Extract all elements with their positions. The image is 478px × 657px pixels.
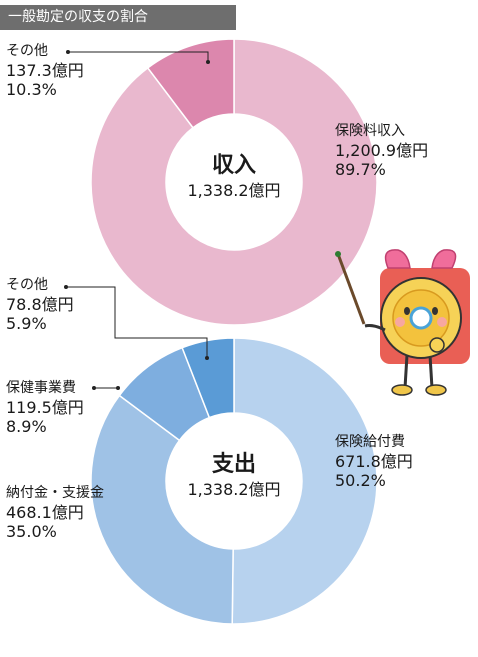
leader-line (66, 286, 208, 358)
slice-pct: 89.7% (335, 160, 386, 179)
pie-slice (146, 38, 235, 129)
leader-dot (116, 386, 120, 390)
slice-label: 納付金・支援金 (6, 485, 104, 501)
slice-label: 保険料収入 (335, 123, 405, 139)
pie-slice (231, 337, 378, 625)
expense-label-other: その他 78.8億円 5.9% (6, 276, 74, 333)
slice-amount: 137.3億円 (6, 61, 84, 80)
pie-slice (181, 337, 235, 419)
leader-dot (92, 386, 96, 390)
slice-amount: 78.8億円 (6, 295, 74, 314)
slice-label: その他 (6, 277, 48, 293)
income-center-title: 収入 (211, 153, 256, 178)
slice-pct: 8.9% (6, 417, 47, 436)
slice-pct: 50.2% (335, 471, 386, 490)
slice-pct: 5.9% (6, 314, 47, 333)
expense-label-health: 保健事業費 119.5億円 8.9% (6, 379, 84, 436)
leader-lines (64, 50, 210, 390)
chart-header: 一般勘定の収支の割合 (0, 5, 236, 30)
pie-slice (90, 38, 378, 326)
income-pie (90, 38, 378, 326)
income-center-label: 収入 1,338.2億円 (164, 152, 304, 202)
pie-slice (90, 394, 234, 625)
slice-label: その他 (6, 43, 48, 59)
expense-label-contributions: 納付金・支援金 468.1億円 35.0% (6, 484, 104, 541)
slice-amount: 671.8億円 (335, 452, 413, 471)
expense-pie (90, 337, 378, 625)
leader-dot (206, 60, 210, 64)
slice-pct: 10.3% (6, 80, 57, 99)
expense-center-label: 支出 1,338.2億円 (164, 451, 304, 501)
income-label-premiums: 保険料収入 1,200.9億円 89.7% (335, 122, 428, 179)
slice-label: 保健事業費 (6, 380, 76, 396)
leader-line (68, 51, 209, 62)
leader-dot (205, 356, 209, 360)
expense-label-benefits: 保険給付費 671.8億円 50.2% (335, 433, 413, 490)
leader-dot (66, 50, 70, 54)
leader-dot (64, 285, 68, 289)
slice-pct: 35.0% (6, 522, 57, 541)
mascot-illustration (335, 249, 470, 396)
income-label-other: その他 137.3億円 10.3% (6, 42, 84, 99)
expense-center-total: 1,338.2億円 (187, 480, 281, 499)
slice-label: 保険給付費 (335, 434, 405, 450)
slice-amount: 1,200.9億円 (335, 141, 429, 160)
slice-amount: 468.1億円 (6, 503, 84, 522)
slice-amount: 119.5億円 (6, 398, 84, 417)
expense-center-title: 支出 (211, 452, 256, 477)
income-center-total: 1,338.2億円 (187, 181, 281, 200)
